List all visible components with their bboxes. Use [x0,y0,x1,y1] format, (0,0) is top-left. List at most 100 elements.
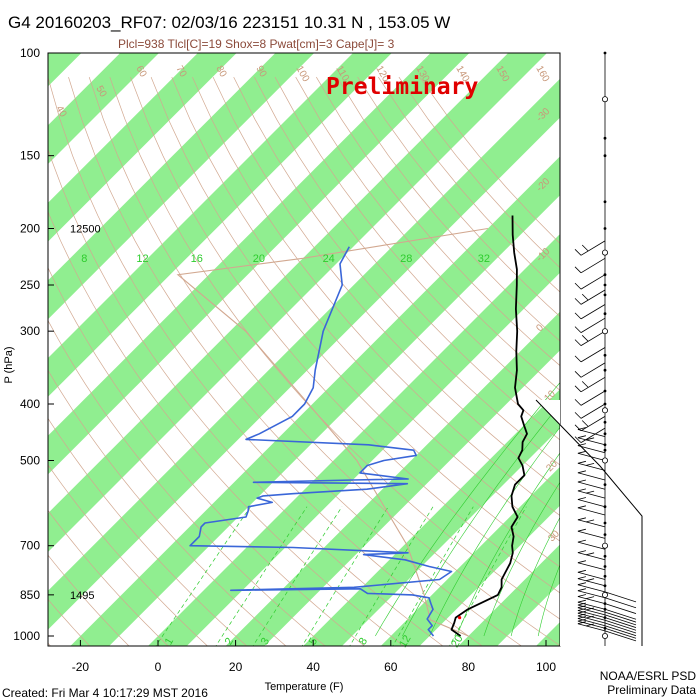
dewpoint-line [189,246,453,637]
wind-barb-shaft [604,622,637,634]
wind-barb-shaft [577,437,606,446]
theta-label: 60 [133,64,148,80]
mixing-ratio-line [215,506,308,646]
created-timestamp: Created: Fri Mar 4 10:17:29 MST 2016 [2,686,208,700]
x-axis-label: Temperature (F) [265,681,344,693]
dry-adiabat-line [48,148,444,646]
wind-barb-flag [577,613,586,617]
height-labels: 12500 1495 [70,224,101,602]
wind-barb-shaft [577,562,606,571]
wind-station-dot [603,283,607,287]
theta-label: 160 [533,64,551,84]
wind-barb-flag [577,528,586,532]
wind-barb-flag [574,355,582,363]
wind-barb-flag [577,443,586,446]
wind-station-dot [603,51,607,55]
bottom-mixing-label: 1 [163,636,176,647]
dry-adiabat-line [357,76,560,317]
wind-barb-flag [586,519,595,523]
isotherm-band [70,156,560,646]
wind-barb-shaft [577,615,606,624]
wind-barb-flag [586,490,595,494]
wind-barb-shaft [604,627,637,639]
dry-adiabat-line [233,76,560,466]
wind-barb-shaft [577,462,606,471]
isotherm-band [303,389,560,646]
wind-barb-shaft [577,607,606,616]
mixing-ratio-label: 12 [136,253,148,265]
theta-label: 90 [253,64,268,80]
wind-barb-shaft [580,317,606,333]
wind-barb-flag [577,618,586,622]
temperature-series [450,215,528,637]
wind-station-dot [603,565,607,568]
wind-barb-flag [574,371,582,378]
mixing-ratio-label: 20 [253,253,265,265]
wind-barb-shaft [580,240,606,256]
wind-barb-flag [574,249,582,256]
theta-label: 80 [213,64,228,80]
theta-label: 100 [293,64,311,84]
mixing-ratio-line [155,506,251,646]
dry-adiabat-line [48,417,248,646]
pressure-tick-label: 850 [20,588,40,602]
wind-barb-flag [574,339,582,346]
wind-barb-flag [581,420,589,427]
dry-adiabat-line [48,464,208,646]
dry-adiabat-line [88,76,560,646]
bottom-mixing-label: 2 [223,636,236,647]
isotherm-band [48,53,82,87]
wind-station-ring [602,542,609,549]
dry-adiabats [48,76,560,646]
wind-barb-shaft [580,347,606,363]
y-axis-label: P (hPa) [3,346,15,383]
dry-adiabat-line [48,598,91,646]
wind-station-dot [603,368,607,372]
wind-barb-flag [577,576,586,579]
wind-barb-flag [574,266,582,274]
wind-barb-shaft [577,623,606,632]
wind-barb-flag [577,582,586,586]
temperature-tick-label: 60 [384,660,398,674]
chart-subtitle: Plcl=938 Tlcl[C]=19 Shox=8 Pwat[cm]=3 Ca… [118,37,395,51]
wind-barb-flag [574,282,582,290]
dry-adiabat-line [48,210,405,646]
wind-barb-shaft [577,490,606,499]
dry-adiabat-line [212,76,560,491]
wind-station-dot [603,420,607,424]
wind-barb-shaft [577,552,606,561]
pressure-tick-label: 250 [20,278,40,292]
pressure-tick-label: 150 [20,149,40,163]
wind-barb-shaft [580,403,606,419]
dry-adiabat-line [68,76,522,646]
isotherm-band [225,311,560,646]
mixing-ratio-line [449,506,527,646]
wind-station-ring [602,457,609,464]
wind-station-dot [603,200,607,204]
wind-barb-shaft [577,519,606,528]
wind-barb-shaft [580,390,606,406]
temperature-tick-label: 40 [307,660,321,674]
wind-barb-shaft [580,330,606,346]
credit-line-2: Preliminary Data [607,683,696,697]
wind-barb-flag [581,293,589,301]
wind-barb-flag [586,615,595,619]
pressure-tick-label: 700 [20,539,40,553]
pressure-tick-label: 400 [20,397,40,411]
wind-station-ring [602,591,609,598]
wind-barb-shaft [604,619,637,631]
wind-barb-shaft [604,608,637,620]
bottom-mixing-label: 3 [259,636,272,647]
dry-adiabat-line [130,76,560,594]
moist-adiabat-line [429,426,560,637]
wind-barb-flag [586,437,595,441]
wind-station-dot [603,521,607,525]
wind-barb-shaft [580,427,606,443]
dewpoint-series [189,246,453,637]
wind-barb-flag [574,326,582,333]
theta-label: 50 [93,84,108,100]
wind-barb-flag [574,385,582,393]
wind-barb-flag [577,588,586,592]
temperature-tick-label: 0 [155,660,162,674]
